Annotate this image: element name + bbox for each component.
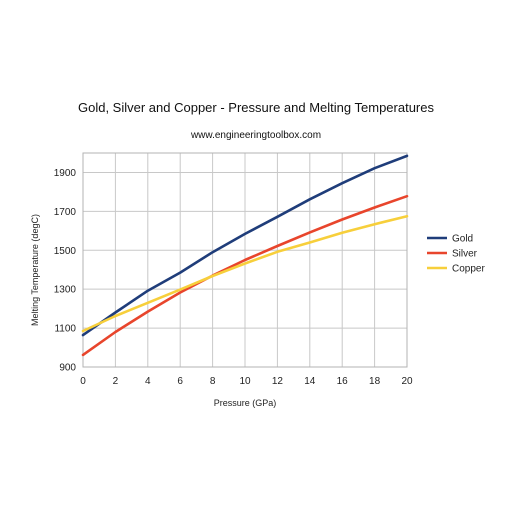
x-tick-label: 6 <box>177 376 183 387</box>
y-tick-label: 1100 <box>54 324 76 335</box>
series-lines <box>81 154 409 357</box>
x-tick-label: 8 <box>210 376 216 387</box>
chart-title: Gold, Silver and Copper - Pressure and M… <box>78 100 434 115</box>
chart-subtitle: www.engineeringtoolbox.com <box>190 130 321 141</box>
x-tick-label: 2 <box>113 376 119 387</box>
y-tick-label: 1500 <box>54 246 77 257</box>
y-tick-label: 1900 <box>54 168 77 179</box>
series-line-silver <box>81 194 409 357</box>
x-tick-label: 0 <box>80 376 86 387</box>
y-tick-label: 900 <box>59 363 76 374</box>
series-line-copper <box>81 214 409 333</box>
legend-label-copper: Copper <box>452 264 485 275</box>
legend-label-silver: Silver <box>452 249 478 260</box>
legend: Gold Silver Copper <box>427 234 485 275</box>
x-tick-label: 20 <box>401 376 413 387</box>
x-tick-label: 16 <box>337 376 349 387</box>
y-axis-label: Melting Temperature (degC) <box>30 214 40 326</box>
x-tick-label: 12 <box>272 376 284 387</box>
tick-labels: 0 2 4 6 8 10 12 14 16 18 20 900 1100 1300 1500 1700 1900 <box>54 168 413 387</box>
x-axis-label: Pressure (GPa) <box>214 398 277 408</box>
y-tick-label: 1300 <box>54 285 77 296</box>
y-tick-label: 1700 <box>54 207 77 218</box>
x-tick-label: 10 <box>239 376 251 387</box>
x-tick-label: 4 <box>145 376 151 387</box>
x-tick-label: 18 <box>369 376 381 387</box>
series-line-gold <box>81 154 409 337</box>
legend-label-gold: Gold <box>452 234 473 245</box>
plot-frame <box>82 152 408 368</box>
x-tick-label: 14 <box>304 376 316 387</box>
